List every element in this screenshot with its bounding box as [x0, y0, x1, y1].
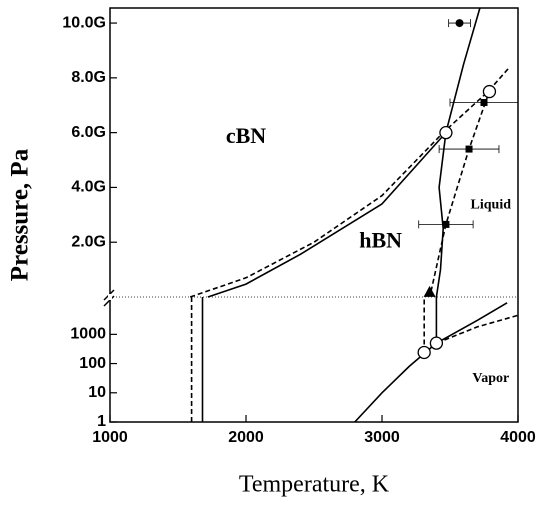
y-axis-label: Pressure, Pa	[7, 148, 34, 281]
data-point	[455, 19, 464, 28]
y-tick-label: 6.0G	[71, 124, 106, 141]
region-label: hBN	[359, 227, 402, 252]
x-tick-label: 2000	[228, 429, 264, 446]
y-tick-label: 10	[88, 384, 106, 401]
data-point	[482, 84, 497, 99]
y-tick-label: 1	[97, 413, 106, 430]
data-point	[417, 345, 431, 360]
y-tick-label: 1000	[70, 326, 106, 343]
x-tick-label: 4000	[500, 429, 536, 446]
data-point	[439, 125, 453, 140]
x-tick-label: 3000	[364, 429, 400, 446]
x-tick-label: 1000	[92, 429, 128, 446]
data-point	[480, 99, 488, 107]
region-label: Liquid	[471, 197, 512, 212]
data-point	[423, 285, 436, 297]
plot-frame	[109, 7, 519, 423]
phase-boundary	[207, 132, 447, 298]
data-point	[442, 220, 450, 228]
y-tick-label: 100	[79, 355, 106, 372]
y-tick-label: 10.0G	[62, 14, 106, 31]
x-axis-label: Temperature, K	[239, 472, 390, 498]
data-point	[429, 336, 444, 350]
y-tick-label: 4.0G	[71, 179, 106, 196]
region-label: cBN	[226, 123, 266, 148]
phase-boundary	[423, 314, 519, 354]
phase-boundary	[354, 302, 508, 423]
axis-break-gap	[108, 294, 112, 300]
y-tick-label: 2.0G	[71, 233, 106, 250]
phase-boundary	[435, 7, 481, 298]
region-label: Vapor	[472, 371, 509, 386]
y-tick-label: 8.0G	[71, 69, 106, 86]
data-point	[465, 145, 473, 153]
phase-boundary	[189, 66, 511, 298]
